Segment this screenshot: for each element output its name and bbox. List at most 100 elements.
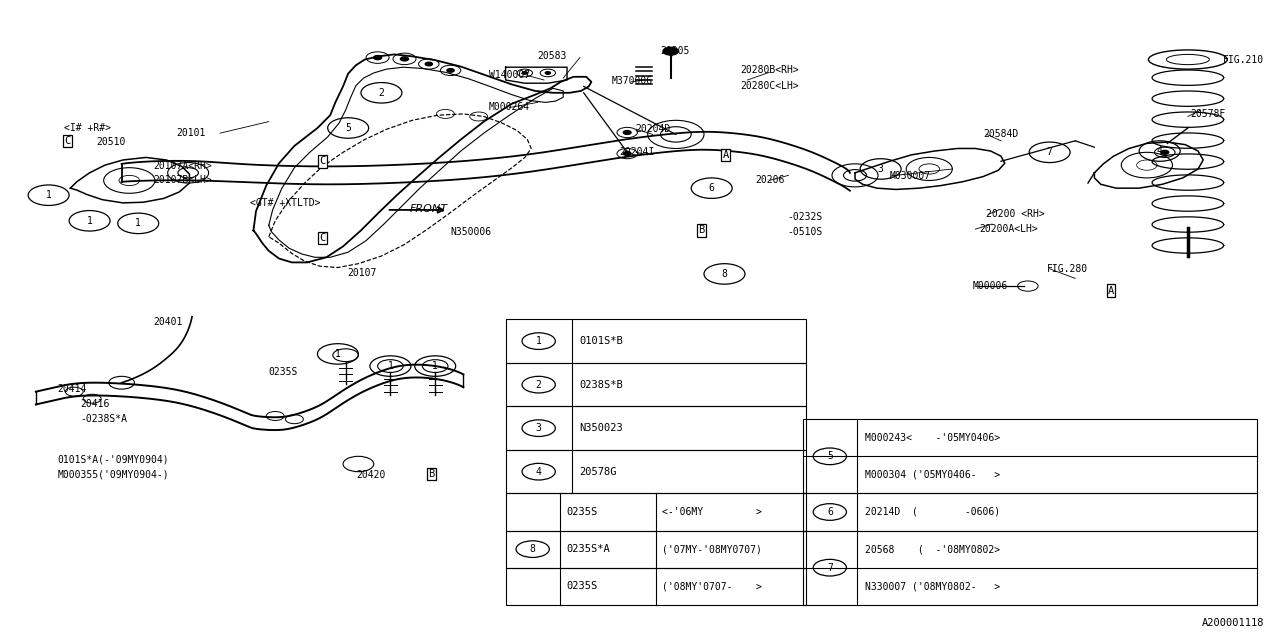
Text: 4: 4 xyxy=(1157,146,1162,156)
Text: 20206: 20206 xyxy=(755,175,785,186)
Circle shape xyxy=(545,72,550,74)
Text: 7: 7 xyxy=(1047,147,1052,157)
Text: 5: 5 xyxy=(827,451,833,461)
Text: -0238S*A: -0238S*A xyxy=(81,413,128,424)
Bar xyxy=(803,419,1257,493)
Text: -0232S: -0232S xyxy=(787,212,823,222)
Text: 20204D: 20204D xyxy=(635,124,671,134)
Text: W140007: W140007 xyxy=(489,70,530,80)
Text: 20414: 20414 xyxy=(58,384,87,394)
Text: 20416: 20416 xyxy=(81,399,110,409)
Bar xyxy=(506,363,806,406)
Text: B: B xyxy=(699,225,704,236)
Circle shape xyxy=(447,68,454,72)
Text: 5: 5 xyxy=(346,123,351,133)
Circle shape xyxy=(425,62,433,66)
Text: 1: 1 xyxy=(388,361,393,371)
Circle shape xyxy=(623,152,631,156)
Text: 20510: 20510 xyxy=(96,137,125,147)
Text: 20280B<RH>: 20280B<RH> xyxy=(740,65,799,76)
Bar xyxy=(506,319,806,363)
Circle shape xyxy=(1161,150,1169,154)
Text: M370006: M370006 xyxy=(612,76,653,86)
Text: 1: 1 xyxy=(46,190,51,200)
Text: 6: 6 xyxy=(827,507,833,517)
Text: C: C xyxy=(65,136,70,146)
Text: 0235S: 0235S xyxy=(269,367,298,378)
Text: ('08MY'0707-    >: ('08MY'0707- > xyxy=(663,581,763,591)
Text: 7: 7 xyxy=(827,563,833,573)
Text: <GT# +XTLTD>: <GT# +XTLTD> xyxy=(250,198,320,208)
Circle shape xyxy=(663,47,678,55)
Text: 8: 8 xyxy=(722,269,727,279)
Text: 4: 4 xyxy=(536,467,541,477)
Text: B: B xyxy=(429,469,434,479)
Text: 20420: 20420 xyxy=(356,470,385,480)
Text: C: C xyxy=(320,156,325,166)
Text: <I# +R#>: <I# +R#> xyxy=(64,123,111,133)
Text: 0235S*A: 0235S*A xyxy=(566,544,609,554)
Text: N330007 ('08MY0802-   >: N330007 ('08MY0802- > xyxy=(865,581,1000,591)
Text: 0101S*B: 0101S*B xyxy=(580,336,623,346)
Text: M000243<    -'05MY0406>: M000243< -'05MY0406> xyxy=(865,433,1000,443)
Text: A: A xyxy=(723,150,728,160)
Text: 20568    (  -'08MY0802>: 20568 ( -'08MY0802> xyxy=(865,544,1000,554)
Bar xyxy=(506,406,806,450)
Text: 20107: 20107 xyxy=(347,268,376,278)
Bar xyxy=(803,493,1257,531)
Text: 0101S*A(-'09MY0904): 0101S*A(-'09MY0904) xyxy=(58,454,169,465)
Text: FRONT: FRONT xyxy=(410,204,448,214)
Text: 20107A<RH>: 20107A<RH> xyxy=(154,161,212,172)
Text: 1: 1 xyxy=(335,349,340,359)
Text: N350006: N350006 xyxy=(451,227,492,237)
Text: 0235S: 0235S xyxy=(566,581,598,591)
Text: FIG.280: FIG.280 xyxy=(1047,264,1088,274)
Text: 20280C<LH>: 20280C<LH> xyxy=(740,81,799,92)
Text: 20583: 20583 xyxy=(538,51,567,61)
Bar xyxy=(506,493,806,531)
Text: 20200A<LH>: 20200A<LH> xyxy=(979,224,1038,234)
Text: 1: 1 xyxy=(433,361,438,371)
Text: 3: 3 xyxy=(878,164,883,174)
Text: 8: 8 xyxy=(530,544,535,554)
Text: M00006: M00006 xyxy=(973,281,1009,291)
Text: M030007: M030007 xyxy=(890,171,931,181)
Circle shape xyxy=(522,72,527,74)
Text: N350023: N350023 xyxy=(580,423,623,433)
Text: 20107B<LH>: 20107B<LH> xyxy=(154,175,212,186)
Text: 20401: 20401 xyxy=(154,317,183,327)
Text: C: C xyxy=(320,233,325,243)
Text: 20205: 20205 xyxy=(660,46,690,56)
Circle shape xyxy=(623,131,631,134)
Text: 20204I: 20204I xyxy=(620,147,655,157)
Text: FIG.210: FIG.210 xyxy=(1222,55,1263,65)
Circle shape xyxy=(401,57,408,61)
Text: 6: 6 xyxy=(709,183,714,193)
Text: 20214D  (        -0606): 20214D ( -0606) xyxy=(865,507,1000,517)
Text: 1: 1 xyxy=(136,218,141,228)
Text: 2: 2 xyxy=(536,380,541,390)
Text: 20578F: 20578F xyxy=(1190,109,1226,119)
Text: A: A xyxy=(1108,285,1114,296)
Text: 1: 1 xyxy=(536,336,541,346)
Text: 20200 <RH>: 20200 <RH> xyxy=(986,209,1044,220)
Bar xyxy=(506,531,806,568)
Text: 20584D: 20584D xyxy=(983,129,1019,140)
Text: ('07MY-'08MY0707): ('07MY-'08MY0707) xyxy=(663,544,763,554)
Text: M000264: M000264 xyxy=(489,102,530,112)
Bar xyxy=(506,568,806,605)
Bar xyxy=(506,450,806,493)
Text: 2: 2 xyxy=(379,88,384,98)
Text: 1: 1 xyxy=(87,216,92,226)
Text: M000355('09MY0904-): M000355('09MY0904-) xyxy=(58,469,169,479)
Text: A200001118: A200001118 xyxy=(1202,618,1265,628)
Text: <-'06MY         >: <-'06MY > xyxy=(663,507,763,517)
Text: 0235S: 0235S xyxy=(566,507,598,517)
Text: 3: 3 xyxy=(536,423,541,433)
Text: 0238S*B: 0238S*B xyxy=(580,380,623,390)
Text: -0510S: -0510S xyxy=(787,227,823,237)
Bar xyxy=(803,531,1257,605)
Text: 20578G: 20578G xyxy=(580,467,617,477)
Circle shape xyxy=(374,56,381,60)
Text: 20101: 20101 xyxy=(177,128,206,138)
